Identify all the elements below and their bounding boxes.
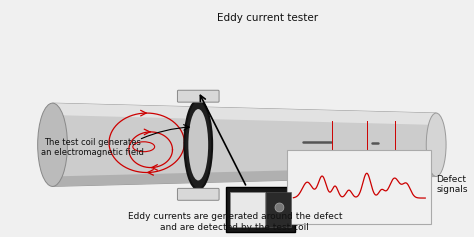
Text: Eddy currents are generated around the defect: Eddy currents are generated around the d… — [128, 212, 342, 221]
FancyBboxPatch shape — [266, 192, 291, 227]
Polygon shape — [53, 167, 436, 187]
Text: The test coil generates
an electromagnetic field: The test coil generates an electromagnet… — [41, 138, 144, 157]
FancyBboxPatch shape — [230, 192, 264, 227]
Ellipse shape — [37, 103, 67, 187]
Ellipse shape — [275, 203, 284, 212]
FancyBboxPatch shape — [226, 187, 295, 232]
Ellipse shape — [184, 100, 212, 189]
Text: and are detected by the test coil: and are detected by the test coil — [161, 223, 310, 232]
FancyBboxPatch shape — [287, 150, 431, 224]
Text: Eddy current tester: Eddy current tester — [217, 13, 318, 23]
Polygon shape — [53, 103, 436, 125]
Text: Defect
signals: Defect signals — [436, 174, 468, 194]
Ellipse shape — [188, 109, 208, 180]
Polygon shape — [53, 103, 436, 187]
FancyBboxPatch shape — [177, 188, 219, 200]
Ellipse shape — [426, 113, 446, 177]
FancyBboxPatch shape — [177, 90, 219, 102]
